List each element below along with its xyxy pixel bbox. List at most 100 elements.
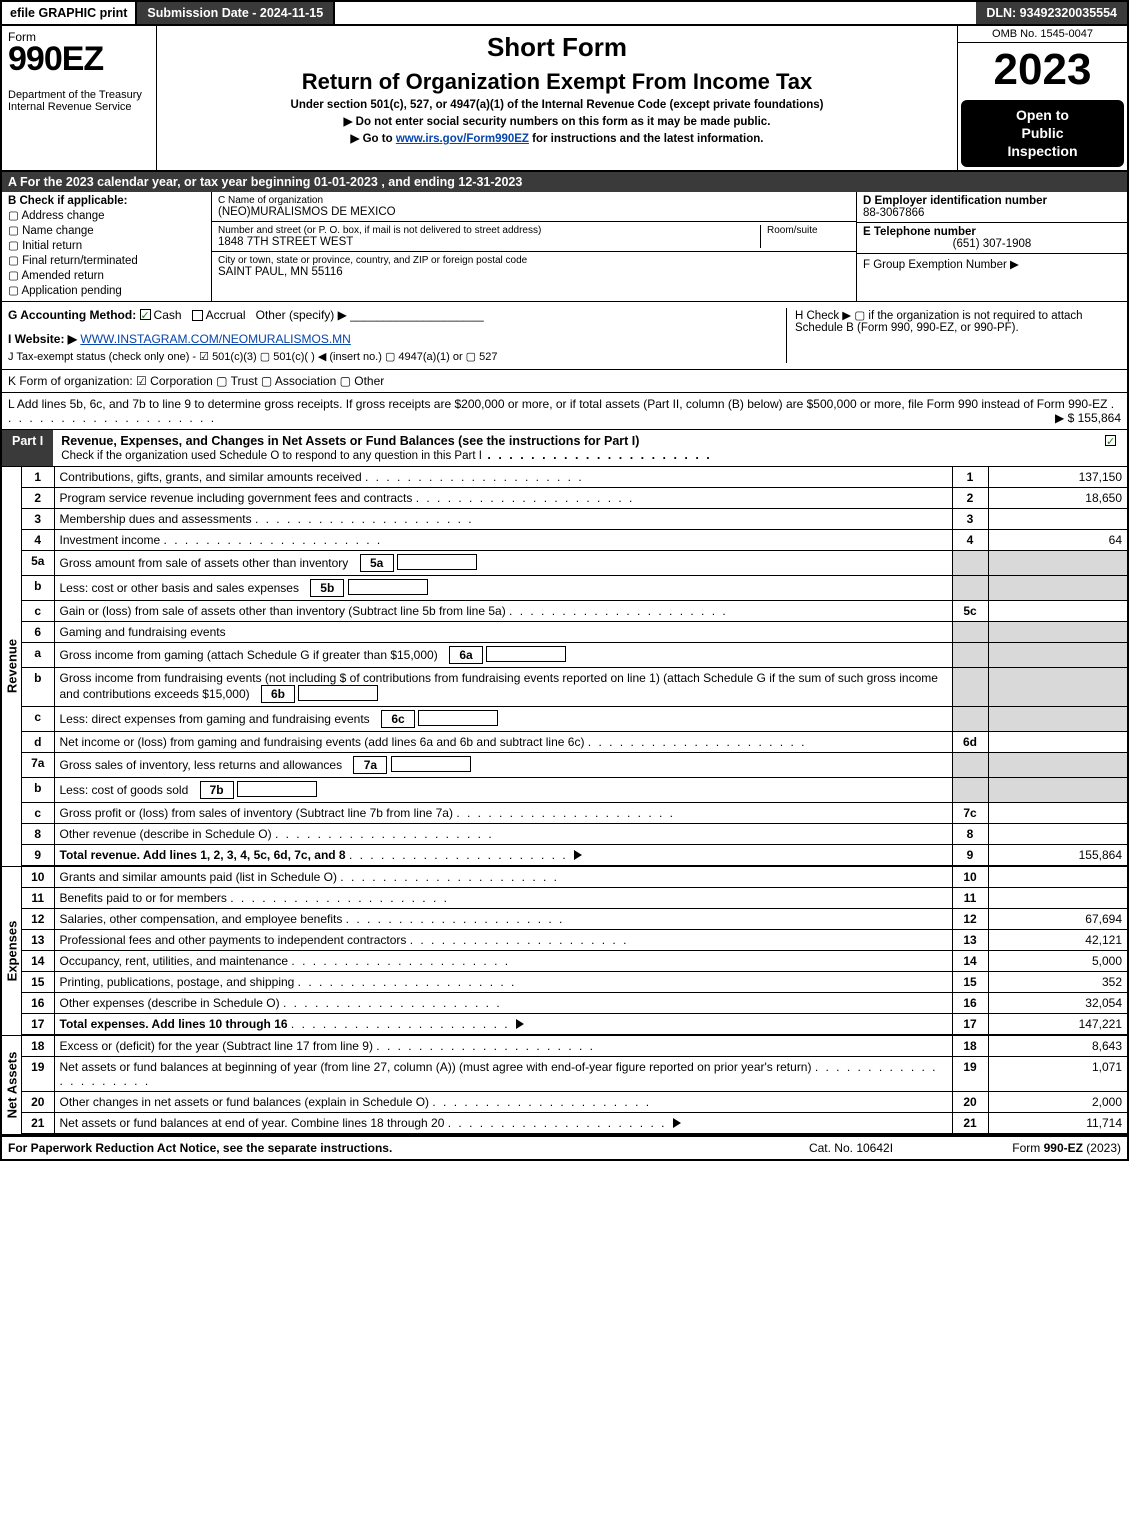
section-h: H Check ▶ ▢ if the organization is not r…: [786, 308, 1121, 363]
part-i-bar: Part I Revenue, Expenses, and Changes in…: [0, 430, 1129, 467]
line-number: 14: [22, 950, 54, 971]
line-number: 2: [22, 487, 54, 508]
revenue-table: 1Contributions, gifts, grants, and simil…: [22, 467, 1129, 866]
line-number: b: [22, 575, 54, 600]
netassets-table: 18Excess or (deficit) for the year (Subt…: [22, 1036, 1129, 1134]
line-desc: Net assets or fund balances at end of ye…: [54, 1112, 952, 1133]
line-desc: Net income or (loss) from gaming and fun…: [54, 731, 952, 752]
org-name: (NEO)MURALISMOS DE MEXICO: [218, 206, 850, 218]
goto-pre: ▶ Go to: [351, 133, 396, 145]
top-bar: efile GRAPHIC print Submission Date - 20…: [0, 0, 1129, 26]
under-section: Under section 501(c), 527, or 4947(a)(1)…: [163, 99, 951, 111]
website-link[interactable]: WWW.INSTAGRAM.COM/NEOMURALISMOS.MN: [80, 332, 350, 346]
line-amount: 67,694: [988, 908, 1128, 929]
line-number: c: [22, 706, 54, 731]
line-desc: Less: direct expenses from gaming and fu…: [54, 706, 952, 731]
line-a: A For the 2023 calendar year, or tax yea…: [0, 172, 1129, 192]
gross-receipts: ▶ $ 155,864: [1055, 411, 1121, 425]
line-ref: 4: [952, 529, 988, 550]
line-amount: [988, 777, 1128, 802]
line-ref: 17: [952, 1013, 988, 1034]
street-value: 1848 7TH STREET WEST: [218, 236, 760, 248]
line-number: 6: [22, 621, 54, 642]
group-exemption-label: F Group Exemption Number ▶: [863, 259, 1019, 271]
header-right: OMB No. 1545-0047 2023 Open to Public In…: [957, 26, 1127, 170]
line-ref: 6d: [952, 731, 988, 752]
line-number: 10: [22, 867, 54, 888]
row-k: K Form of organization: ☑ Corporation ▢ …: [0, 370, 1129, 393]
line-ref: 7c: [952, 802, 988, 823]
table-row: 19Net assets or fund balances at beginni…: [22, 1056, 1128, 1091]
goto-post: for instructions and the latest informat…: [529, 133, 764, 145]
irs-link[interactable]: www.irs.gov/Form990EZ: [396, 133, 529, 145]
line-number: c: [22, 802, 54, 823]
line-desc: Investment income: [54, 529, 952, 550]
table-row: 21Net assets or fund balances at end of …: [22, 1112, 1128, 1133]
table-row: 13Professional fees and other payments t…: [22, 929, 1128, 950]
line-desc: Gross profit or (loss) from sales of inv…: [54, 802, 952, 823]
block-b-c-d: B Check if applicable: ▢ Address change …: [0, 192, 1129, 302]
line-number: b: [22, 667, 54, 706]
line-amount: [988, 508, 1128, 529]
line-ref: 1: [952, 467, 988, 488]
ein-value: 88-3067866: [863, 207, 924, 219]
line-number: d: [22, 731, 54, 752]
line-number: 21: [22, 1112, 54, 1133]
line-ref: [952, 752, 988, 777]
part-i-checkbox[interactable]: [1097, 430, 1127, 466]
line-ref: [952, 575, 988, 600]
table-row: 20Other changes in net assets or fund ba…: [22, 1091, 1128, 1112]
tax-year: 2023: [958, 43, 1127, 97]
expenses-section: Expenses 10Grants and similar amounts pa…: [0, 867, 1129, 1036]
line-ref: [952, 550, 988, 575]
line-ref: 8: [952, 823, 988, 844]
ck-initial[interactable]: ▢ Initial return: [8, 238, 205, 252]
table-row: aGross income from gaming (attach Schedu…: [22, 642, 1128, 667]
tel-value: (651) 307-1908: [863, 238, 1121, 250]
row-g-h: G Accounting Method: Cash Accrual Other …: [0, 302, 1129, 370]
main-title: Return of Organization Exempt From Incom…: [163, 69, 951, 95]
department-label: Department of the Treasury Internal Reve…: [8, 89, 150, 113]
ck-pending[interactable]: ▢ Application pending: [8, 283, 205, 297]
section-b: B Check if applicable: ▢ Address change …: [2, 192, 212, 301]
line-number: 8: [22, 823, 54, 844]
ck-address[interactable]: ▢ Address change: [8, 208, 205, 222]
ck-final[interactable]: ▢ Final return/terminated: [8, 253, 205, 267]
line-ref: [952, 777, 988, 802]
ein-label: D Employer identification number: [863, 195, 1047, 207]
table-row: bGross income from fundraising events (n…: [22, 667, 1128, 706]
line-number: 20: [22, 1091, 54, 1112]
line-number: 4: [22, 529, 54, 550]
ck-name[interactable]: ▢ Name change: [8, 223, 205, 237]
table-row: 2Program service revenue including gover…: [22, 487, 1128, 508]
header-middle: Short Form Return of Organization Exempt…: [157, 26, 957, 170]
ck-cash[interactable]: [140, 309, 151, 320]
table-row: 8Other revenue (describe in Schedule O) …: [22, 823, 1128, 844]
line-number: 11: [22, 887, 54, 908]
ck-accrual[interactable]: [192, 310, 203, 321]
line-amount: 352: [988, 971, 1128, 992]
table-row: 15Printing, publications, postage, and s…: [22, 971, 1128, 992]
line-desc: Gain or (loss) from sale of assets other…: [54, 600, 952, 621]
table-row: cGross profit or (loss) from sales of in…: [22, 802, 1128, 823]
line-number: 1: [22, 467, 54, 488]
ck-amended[interactable]: ▢ Amended return: [8, 268, 205, 282]
line-desc: Occupancy, rent, utilities, and maintena…: [54, 950, 952, 971]
line-desc: Gaming and fundraising events: [54, 621, 952, 642]
line-number: 19: [22, 1056, 54, 1091]
netassets-section: Net Assets 18Excess or (deficit) for the…: [0, 1036, 1129, 1136]
line-desc: Salaries, other compensation, and employ…: [54, 908, 952, 929]
line-number: 17: [22, 1013, 54, 1034]
line-desc: Less: cost or other basis and sales expe…: [54, 575, 952, 600]
line-ref: 15: [952, 971, 988, 992]
line-amount: [988, 667, 1128, 706]
footer-right: Form 990-EZ (2023): [941, 1141, 1121, 1155]
line-amount: 2,000: [988, 1091, 1128, 1112]
spacer: [335, 2, 976, 24]
line-number: 15: [22, 971, 54, 992]
line-desc: Gross income from gaming (attach Schedul…: [54, 642, 952, 667]
line-amount: [988, 867, 1128, 888]
line-number: 3: [22, 508, 54, 529]
expenses-table: 10Grants and similar amounts paid (list …: [22, 867, 1129, 1035]
section-d-e-f: D Employer identification number 88-3067…: [857, 192, 1127, 301]
